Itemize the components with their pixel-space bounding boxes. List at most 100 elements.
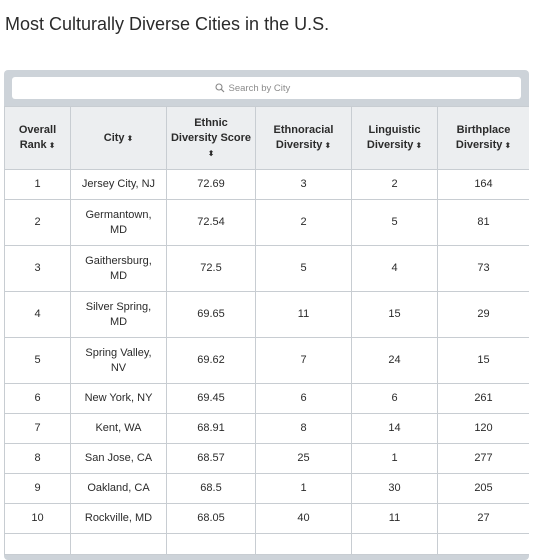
cell-linguistic: 1 <box>351 443 438 474</box>
header-overall-rank[interactable]: Overall Rank ⬍ <box>4 106 71 170</box>
cell-birthplace: 261 <box>437 383 529 414</box>
cell-birthplace: 15 <box>437 337 529 384</box>
cell-ethnoracial: 5 <box>255 245 352 292</box>
header-label: Ethnoracial <box>273 124 334 136</box>
cell-linguistic: 6 <box>351 383 438 414</box>
cell-linguistic: 5 <box>351 199 438 246</box>
cell-birthplace: 29 <box>437 291 529 338</box>
cell-ethnic-score: 69.65 <box>166 291 256 338</box>
cell-city: Rockville, MD <box>70 503 167 534</box>
cell-ethnic-score: 68.91 <box>166 413 256 444</box>
header-ethnic-diversity-score[interactable]: Ethnic Diversity Score ⬍ <box>166 106 256 170</box>
cell-birthplace: 27 <box>437 503 529 534</box>
sort-icon[interactable]: ⬍ <box>324 141 332 150</box>
header-city[interactable]: City ⬍ <box>70 106 167 170</box>
city-state: MD <box>109 269 128 282</box>
header-linguistic-diversity[interactable]: Linguistic Diversity ⬍ <box>351 106 438 170</box>
cell-ethnic-score: 69.45 <box>166 383 256 414</box>
cell-ethnoracial: 7 <box>255 337 352 384</box>
cell-linguistic: 11 <box>351 503 438 534</box>
cell-ethnoracial: 25 <box>255 443 352 474</box>
city-name: Gaithersburg, <box>85 254 152 267</box>
city-name: Rockville, MD <box>84 512 153 524</box>
table-row: 10 Rockville, MD 68.05 40 11 27 <box>4 503 529 534</box>
sort-icon[interactable]: ⬍ <box>48 141 56 150</box>
search-bar[interactable] <box>12 77 521 99</box>
cell-ethnic-score: 68.05 <box>166 503 256 534</box>
cell-rank: 10 <box>4 503 71 534</box>
table-row: 6 New York, NY 69.45 6 6 261 <box>4 383 529 414</box>
cell-rank: 1 <box>4 169 71 200</box>
cell-ethnoracial: 8 <box>255 413 352 444</box>
city-name: Oakland, CA <box>87 482 150 494</box>
cell-city: New York, NY <box>70 383 167 414</box>
table-row: 4 Silver Spring, MD 69.65 11 15 29 <box>4 291 529 338</box>
city-state: MD <box>109 223 128 236</box>
search-icon <box>214 83 224 93</box>
diversity-table-widget: Overall Rank⬍ City⬍ Ethnic Diversity Sco… <box>4 70 529 560</box>
table-row: 1 Jersey City, NJ 72.69 3 2 164 <box>4 169 529 200</box>
cell-rank: 4 <box>4 291 71 338</box>
cell-rank: 5 <box>4 337 71 384</box>
header-label: Diversity <box>366 139 414 151</box>
table-header-row: Overall Rank ⬍ City ⬍ Ethnic Diversity Sco… <box>4 106 529 170</box>
cell-ethnic-score: 72.69 <box>166 169 256 200</box>
cell-city: San Jose, CA <box>70 443 167 474</box>
cell-city: Gaithersburg, MD <box>70 245 167 292</box>
cell-city: Oakland, CA <box>70 473 167 504</box>
cell-ethnoracial: 3 <box>255 169 352 200</box>
cell-city: Silver Spring, MD <box>70 291 167 338</box>
table-cell <box>4 533 71 555</box>
cell-rank: 3 <box>4 245 71 292</box>
header-label: Diversity Score <box>170 131 252 144</box>
city-name: Silver Spring, <box>85 300 152 313</box>
table-row <box>4 533 529 555</box>
cell-linguistic: 30 <box>351 473 438 504</box>
header-label: Birthplace <box>456 124 511 136</box>
table-row: 5 Spring Valley, NV 69.62 7 24 15 <box>4 337 529 384</box>
city-name: Jersey City, NJ <box>81 178 156 190</box>
cell-rank: 9 <box>4 473 71 504</box>
cell-ethnic-score: 68.5 <box>166 473 256 504</box>
header-birthplace-diversity[interactable]: Birthplace Diversity ⬍ <box>437 106 529 170</box>
cell-birthplace: 205 <box>437 473 529 504</box>
sort-icon[interactable]: ⬍ <box>415 141 423 150</box>
search-input[interactable] <box>228 82 319 94</box>
table-row: 2 Germantown, MD 72.54 2 5 81 <box>4 199 529 246</box>
header-label: Rank <box>19 139 47 151</box>
header-ethnoracial-diversity[interactable]: Ethnoracial Diversity ⬍ <box>255 106 352 170</box>
table-row: 9 Oakland, CA 68.5 1 30 205 <box>4 473 529 504</box>
cell-city: Germantown, MD <box>70 199 167 246</box>
cell-linguistic: 15 <box>351 291 438 338</box>
sort-icon[interactable]: ⬍ <box>207 148 215 158</box>
cell-birthplace: 164 <box>437 169 529 200</box>
header-label: Diversity <box>455 139 503 151</box>
cell-ethnic-score: 72.54 <box>166 199 256 246</box>
city-state: MD <box>109 315 128 328</box>
cell-ethnoracial: 6 <box>255 383 352 414</box>
table-cell <box>166 533 256 555</box>
cell-rank: 2 <box>4 199 71 246</box>
cell-birthplace: 120 <box>437 413 529 444</box>
city-name: Kent, WA <box>95 422 142 434</box>
cell-ethnoracial: 1 <box>255 473 352 504</box>
sort-icon[interactable]: ⬍ <box>504 141 512 150</box>
cell-ethnic-score: 69.62 <box>166 337 256 384</box>
table-cell <box>437 533 529 555</box>
cell-birthplace: 73 <box>437 245 529 292</box>
header-label: Diversity <box>275 139 323 151</box>
city-name: New York, NY <box>84 392 153 404</box>
cell-linguistic: 4 <box>351 245 438 292</box>
table-row: 7 Kent, WA 68.91 8 14 120 <box>4 413 529 444</box>
header-label: Ethnic <box>194 116 228 129</box>
cell-linguistic: 24 <box>351 337 438 384</box>
cell-ethnoracial: 11 <box>255 291 352 338</box>
rankings-table: Overall Rank ⬍ City ⬍ Ethnic Diversity Sco… <box>4 106 529 555</box>
cell-city: Kent, WA <box>70 413 167 444</box>
city-name: Spring Valley, <box>85 346 152 359</box>
table-cell <box>70 533 167 555</box>
header-label: Linguistic <box>368 124 421 136</box>
sort-icon[interactable]: ⬍ <box>126 133 134 143</box>
cell-linguistic: 2 <box>351 169 438 200</box>
city-name: Germantown, <box>85 208 152 221</box>
